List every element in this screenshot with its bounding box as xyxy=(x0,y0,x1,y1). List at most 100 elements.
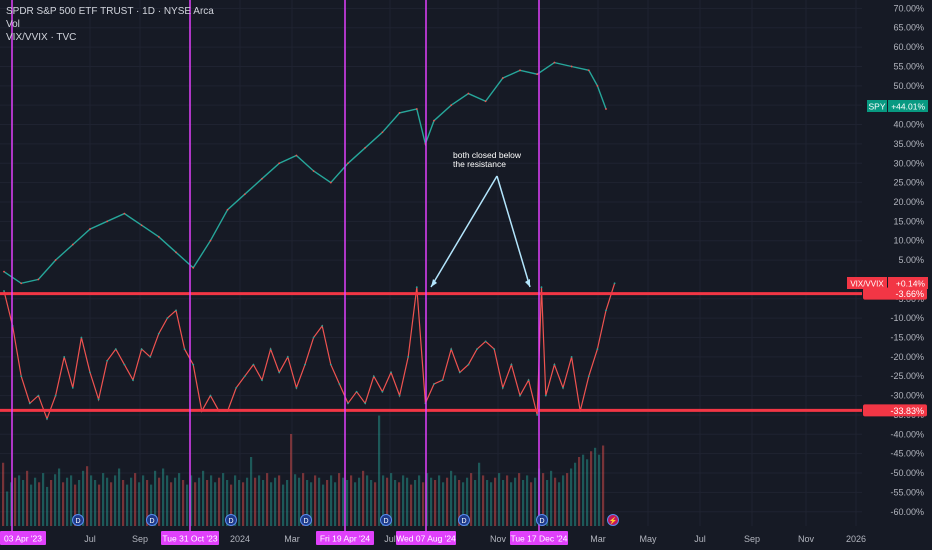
vix-vvix-data-point xyxy=(596,348,599,351)
vix-vvix-data-point xyxy=(605,309,607,312)
volume-bar xyxy=(238,480,241,526)
volume-bar xyxy=(6,491,9,526)
vix-vvix-data-point xyxy=(243,375,246,378)
spy-data-point xyxy=(347,162,349,165)
volume-bar xyxy=(394,480,397,526)
volume-bar xyxy=(74,484,77,526)
y-axis-tick-label: 25.00% xyxy=(893,178,924,188)
dividend-marker-icon[interactable] xyxy=(607,514,619,526)
date-marker-badge xyxy=(396,531,456,545)
volume-bar xyxy=(510,482,513,526)
dividend-marker-label: D xyxy=(228,518,233,525)
volume-bar xyxy=(202,470,205,526)
y-axis-tick-label: -60.00% xyxy=(890,507,924,517)
volume-bar xyxy=(354,482,357,526)
volume-bar xyxy=(286,480,289,526)
spy-data-point xyxy=(54,259,57,261)
volume-bar xyxy=(130,477,133,526)
spy-data-point xyxy=(329,181,332,184)
vix-vvix-data-point xyxy=(519,394,521,397)
volume-bar xyxy=(574,462,577,526)
volume-bar xyxy=(170,482,173,526)
spy-data-point xyxy=(381,131,384,134)
volume-bar xyxy=(94,480,97,526)
spy-data-point xyxy=(295,154,298,157)
dividend-marker-icon[interactable] xyxy=(225,514,237,526)
volume-bar xyxy=(102,473,105,526)
y-axis-tick-label: -40.00% xyxy=(890,429,924,439)
vix-vvix-data-point xyxy=(536,414,539,416)
spy-data-point xyxy=(415,108,418,110)
vix-vvix-data-point xyxy=(433,383,435,385)
dividend-marker-icon[interactable] xyxy=(458,514,470,526)
volume-bar xyxy=(478,462,481,526)
spy-data-point xyxy=(553,61,556,64)
y-axis-tick-label: 55.00% xyxy=(893,61,924,71)
dividend-marker-icon[interactable] xyxy=(300,514,312,526)
spy-data-point xyxy=(467,92,470,95)
vix-vvix-data-point xyxy=(441,379,444,382)
vix-vvix-data-point xyxy=(114,348,117,351)
volume-bar xyxy=(126,484,129,526)
volume-bar xyxy=(594,447,597,526)
second-symbol-legend[interactable]: VIX/VVIX · TVC xyxy=(6,32,77,43)
dividend-marker-label: D xyxy=(75,518,80,525)
vix-vvix-data-point xyxy=(304,363,306,366)
dividend-marker-icon[interactable] xyxy=(536,514,548,526)
vix-vvix-data-point xyxy=(28,402,31,405)
vix-vvix-data-point xyxy=(157,332,160,335)
spy-data-point xyxy=(312,170,315,172)
volume-bar xyxy=(110,482,113,526)
volume-bar xyxy=(578,457,581,526)
date-marker-label: Tue 17 Dec '24 xyxy=(510,534,567,544)
vix-vvix-data-point xyxy=(450,348,453,351)
volume-bar xyxy=(258,475,261,526)
volume-bar xyxy=(466,477,469,526)
spy-data-point xyxy=(398,112,401,114)
level-badge-label: -33.83% xyxy=(890,406,924,416)
symbol-title[interactable]: SPDR S&P 500 ETF TRUST · 1D · NYSE Arca xyxy=(6,6,214,17)
volume-bar xyxy=(314,475,317,526)
volume-bar xyxy=(590,451,593,526)
volume-legend[interactable]: Vol xyxy=(6,19,20,30)
volume-bar xyxy=(334,482,337,526)
arrowhead-icon xyxy=(525,279,530,287)
volume-bar xyxy=(62,482,65,526)
spy-data-point xyxy=(243,193,246,196)
dividend-marker-icon[interactable] xyxy=(146,514,158,526)
vix-vvix-data-point xyxy=(390,371,392,374)
volume-bar xyxy=(206,480,209,526)
vix-vvix-data-point xyxy=(71,386,74,389)
annotation-text-line1: both closed below xyxy=(453,150,522,160)
volume-bar xyxy=(162,468,165,526)
volume-bar xyxy=(106,477,109,526)
y-axis-tick-label: 60.00% xyxy=(893,42,924,52)
y-axis-tick-label: -55.00% xyxy=(890,487,924,497)
spy-data-point xyxy=(364,146,367,149)
y-axis-tick-label: -45.00% xyxy=(890,449,924,459)
vix-vvix-data-point xyxy=(269,348,272,351)
spy-data-point xyxy=(605,108,607,110)
vix-last-value-label: +0.14% xyxy=(896,279,926,289)
volume-bar xyxy=(266,473,269,526)
spy-data-point xyxy=(89,228,91,230)
spy-last-value-badge xyxy=(888,100,928,112)
vix-vvix-data-point xyxy=(476,348,478,351)
y-axis-tick-label: 70.00% xyxy=(893,3,924,13)
date-marker-label: Tue 31 Oct '23 xyxy=(162,534,217,544)
volume-bar xyxy=(390,473,393,526)
volume-bar xyxy=(10,482,13,526)
volume-bar xyxy=(562,475,565,526)
dividend-marker-icon[interactable] xyxy=(380,514,392,526)
level-badge-label: -3.66% xyxy=(895,289,924,299)
vix-vvix-data-point xyxy=(562,386,564,389)
dividend-marker-icon[interactable] xyxy=(72,514,84,526)
spy-data-point xyxy=(209,239,212,242)
volume-bar xyxy=(274,477,277,526)
volume-bar xyxy=(406,477,409,526)
volume-bar xyxy=(210,475,213,526)
volume-bar xyxy=(570,468,573,526)
annotation-arrow-left xyxy=(430,175,498,288)
volume-bar xyxy=(370,480,373,526)
